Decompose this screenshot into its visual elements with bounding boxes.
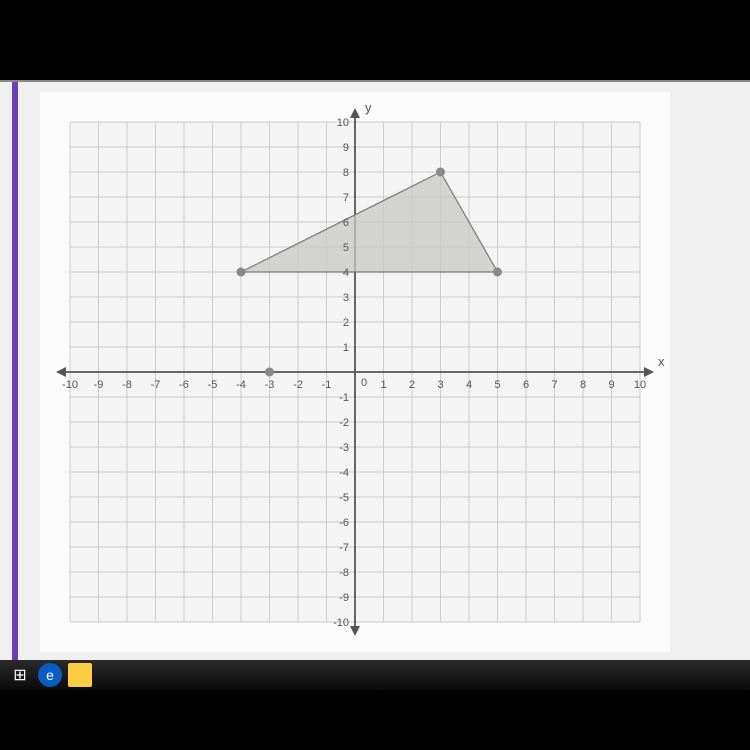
svg-text:1: 1 bbox=[343, 342, 349, 354]
screen-area: -10-9-8-7-6-5-4-3-2-1012345678910-10-9-8… bbox=[0, 80, 750, 662]
svg-text:-1: -1 bbox=[322, 379, 332, 391]
svg-text:-5: -5 bbox=[208, 379, 218, 391]
svg-text:x: x bbox=[658, 354, 665, 369]
svg-text:5: 5 bbox=[494, 379, 500, 391]
svg-text:-2: -2 bbox=[339, 417, 349, 429]
svg-text:-5: -5 bbox=[339, 492, 349, 504]
taskbar[interactable]: ⊞ e bbox=[0, 660, 750, 690]
coordinate-grid: -10-9-8-7-6-5-4-3-2-1012345678910-10-9-8… bbox=[40, 92, 670, 652]
svg-text:3: 3 bbox=[343, 292, 349, 304]
svg-text:-9: -9 bbox=[339, 592, 349, 604]
svg-text:9: 9 bbox=[343, 142, 349, 154]
svg-text:-6: -6 bbox=[179, 379, 189, 391]
file-explorer-icon[interactable] bbox=[68, 663, 92, 687]
window-accent-bar bbox=[12, 82, 18, 662]
svg-text:-10: -10 bbox=[333, 617, 349, 629]
svg-text:-9: -9 bbox=[94, 379, 104, 391]
svg-text:0: 0 bbox=[361, 377, 367, 389]
svg-text:4: 4 bbox=[466, 379, 472, 391]
svg-text:9: 9 bbox=[608, 379, 614, 391]
svg-text:8: 8 bbox=[343, 167, 349, 179]
svg-text:6: 6 bbox=[523, 379, 529, 391]
svg-text:8: 8 bbox=[580, 379, 586, 391]
svg-text:-8: -8 bbox=[339, 567, 349, 579]
svg-text:-10: -10 bbox=[62, 379, 78, 391]
svg-text:6: 6 bbox=[343, 217, 349, 229]
svg-text:-4: -4 bbox=[236, 379, 246, 391]
svg-text:-7: -7 bbox=[339, 542, 349, 554]
svg-text:-3: -3 bbox=[339, 442, 349, 454]
svg-text:2: 2 bbox=[409, 379, 415, 391]
svg-text:-6: -6 bbox=[339, 517, 349, 529]
svg-text:-7: -7 bbox=[151, 379, 161, 391]
svg-text:1: 1 bbox=[380, 379, 386, 391]
start-button-icon[interactable]: ⊞ bbox=[8, 663, 32, 687]
svg-text:10: 10 bbox=[634, 379, 646, 391]
svg-text:y: y bbox=[365, 100, 372, 115]
svg-text:-4: -4 bbox=[339, 467, 349, 479]
svg-text:-1: -1 bbox=[339, 392, 349, 404]
chart-container: -10-9-8-7-6-5-4-3-2-1012345678910-10-9-8… bbox=[40, 92, 670, 652]
svg-text:10: 10 bbox=[337, 117, 349, 129]
svg-text:-3: -3 bbox=[265, 379, 275, 391]
svg-text:-2: -2 bbox=[293, 379, 303, 391]
svg-text:2: 2 bbox=[343, 317, 349, 329]
svg-text:7: 7 bbox=[343, 192, 349, 204]
svg-text:7: 7 bbox=[551, 379, 557, 391]
svg-text:-8: -8 bbox=[122, 379, 132, 391]
svg-text:3: 3 bbox=[437, 379, 443, 391]
browser-icon[interactable]: e bbox=[38, 663, 62, 687]
svg-text:5: 5 bbox=[343, 242, 349, 254]
svg-text:4: 4 bbox=[343, 267, 349, 279]
